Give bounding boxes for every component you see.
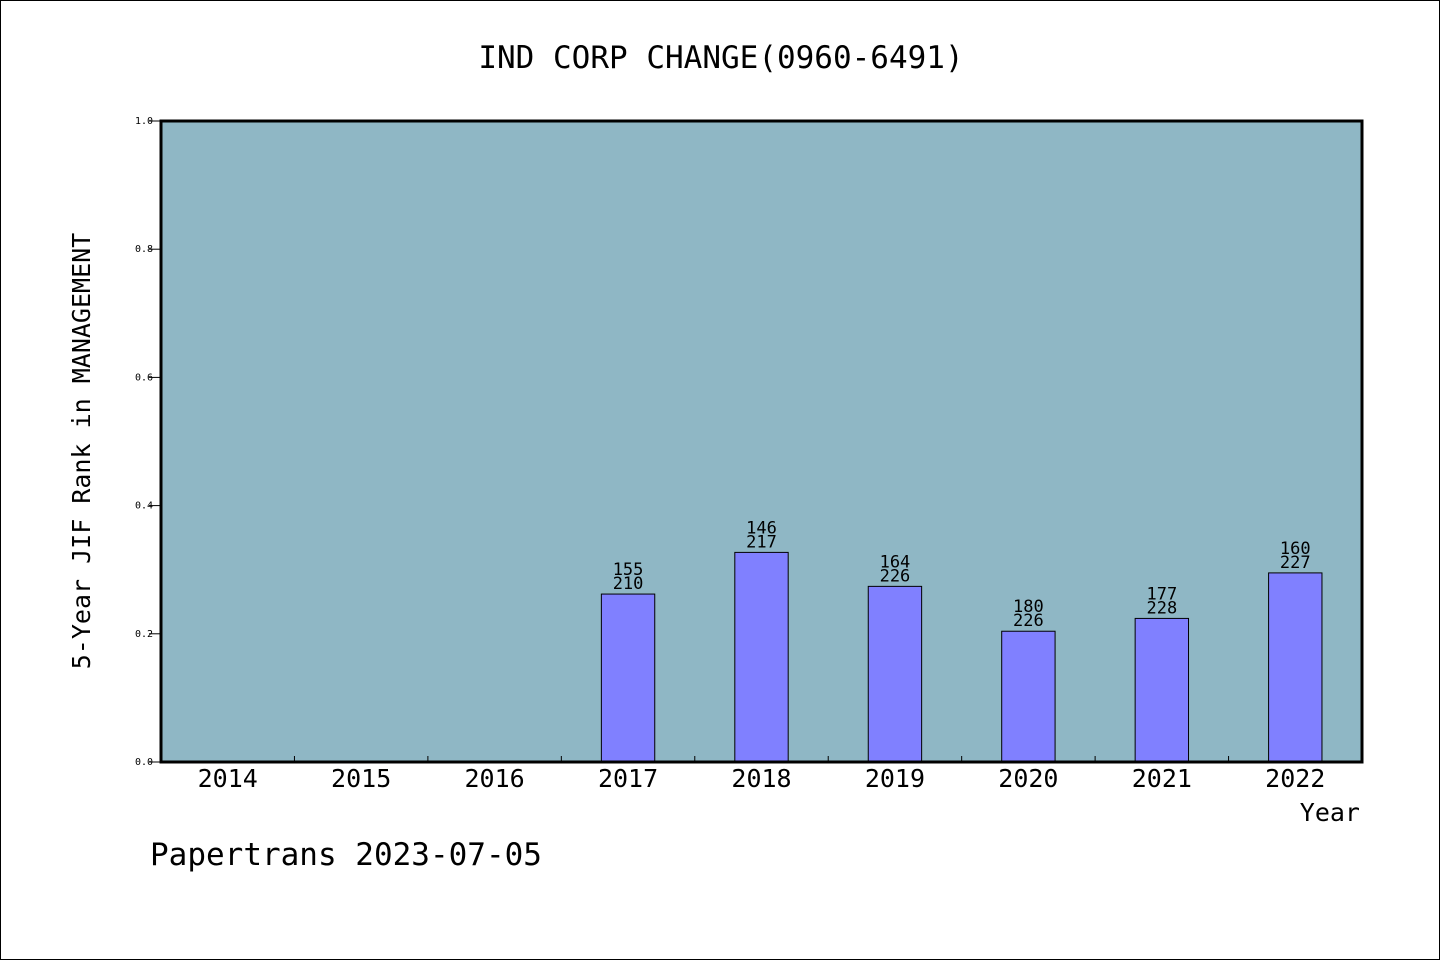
chart-title: IND CORP CHANGE(0960-6491) xyxy=(478,40,963,76)
bar-label-rank: 177 xyxy=(1146,584,1177,604)
plot-border xyxy=(159,119,1364,764)
bar-series xyxy=(600,551,1323,763)
x-tick-label: 2020 xyxy=(998,764,1058,793)
bar-2019 xyxy=(867,585,923,763)
bar-label-rank: 180 xyxy=(1013,597,1044,617)
bar-label-rank: 164 xyxy=(880,552,911,572)
x-tick-label: 2019 xyxy=(865,764,925,793)
bar-label-rank: 146 xyxy=(746,518,777,538)
y-tick-label: 0.0 xyxy=(135,757,153,768)
x-tick-label: 2022 xyxy=(1265,764,1325,793)
y-axis-label: 5-Year JIF Rank in MANAGEMENT xyxy=(67,233,96,670)
bar-label-rank: 155 xyxy=(613,560,644,580)
bar-label-total: 228 xyxy=(1146,598,1177,618)
x-tick-label: 2016 xyxy=(465,764,525,793)
bar-label-total: 226 xyxy=(1013,611,1044,631)
footer-credit: Papertrans 2023-07-05 xyxy=(150,837,542,873)
bar-2018 xyxy=(734,551,789,763)
x-tick-label: 2017 xyxy=(598,764,658,793)
x-tick-label: 2021 xyxy=(1132,764,1192,793)
bar-2021 xyxy=(1134,617,1190,763)
x-tick-label: 2015 xyxy=(331,764,391,793)
y-tick-label: 0.6 xyxy=(135,372,153,383)
y-axis: 0.0 0.2 0.4 0.6 0.8 1.0 xyxy=(135,116,161,768)
x-axis: 2014 2015 2016 2017 2018 2019 2020 2021 2022 xyxy=(198,756,1325,793)
bar-2020 xyxy=(1001,630,1056,763)
bar-label-total: 210 xyxy=(613,574,644,594)
x-tick-label: 2018 xyxy=(731,764,791,793)
bar-2017 xyxy=(600,593,656,763)
bar-label-total: 226 xyxy=(880,566,911,586)
bar-label-total: 217 xyxy=(746,532,777,552)
y-tick-label: 0.8 xyxy=(135,244,153,255)
bar-2022 xyxy=(1268,572,1323,763)
bar-label-total: 227 xyxy=(1280,553,1311,573)
bar-label-rank: 160 xyxy=(1280,539,1311,559)
y-tick-label: 0.4 xyxy=(135,501,153,512)
y-tick-label: 1.0 xyxy=(135,116,153,127)
y-tick-label: 0.2 xyxy=(135,629,153,640)
x-tick-label: 2014 xyxy=(198,764,258,793)
x-axis-label: Year xyxy=(1300,798,1360,827)
